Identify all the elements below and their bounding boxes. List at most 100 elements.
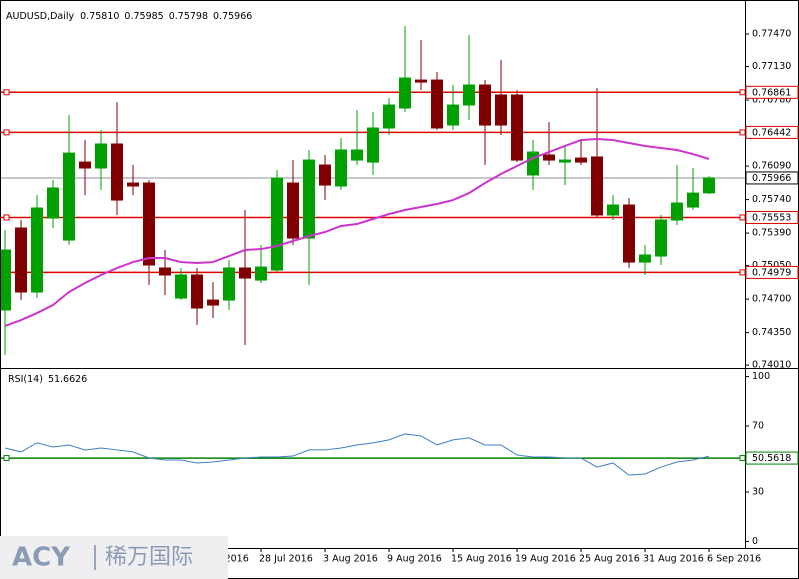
y-tick-label: 0.74350	[752, 327, 791, 338]
candle-body	[527, 151, 539, 176]
level-handle	[739, 89, 746, 96]
candle-body	[639, 254, 651, 263]
candle-body	[447, 104, 459, 126]
candle-body	[383, 104, 395, 129]
header-close: 0.75966	[213, 11, 252, 22]
candle-body	[367, 127, 379, 163]
candle-body	[543, 154, 555, 161]
candle-body	[319, 164, 331, 186]
level-label: 0.75553	[752, 212, 791, 223]
y-tick-label: 100	[752, 371, 770, 382]
level-label-box	[745, 210, 799, 224]
axes: 0.774700.771300.767800.764400.760900.757…	[195, 29, 799, 565]
candle-body	[255, 266, 267, 281]
x-tick-label: 6 Sep 2016	[707, 554, 761, 565]
chart-title: AUDUSD,Daily	[6, 11, 75, 22]
price-panel	[0, 25, 746, 355]
candle-body	[351, 149, 363, 161]
candle-body	[575, 157, 587, 163]
candle-body	[623, 204, 635, 263]
rsi-level-label: 50.5618	[752, 453, 791, 464]
header-high: 0.75985	[124, 11, 163, 22]
y-tick-label: 70	[752, 421, 764, 432]
candle-body	[399, 77, 411, 109]
watermark-box	[0, 536, 228, 579]
level-handle	[739, 129, 746, 136]
level-handle	[3, 89, 10, 96]
candle-body	[687, 192, 699, 208]
rsi-last-value: 51.6626	[48, 374, 87, 385]
candle-body	[335, 149, 347, 187]
rsi-header: RSI(14) 51.6626	[8, 374, 87, 385]
y-tick-label: 0.75390	[752, 228, 791, 239]
level-handle	[3, 129, 10, 136]
y-tick-label: 0.75050	[752, 260, 791, 271]
candle-body	[15, 227, 27, 293]
candle-body	[191, 274, 203, 309]
candle-body	[303, 159, 315, 239]
level-label-box	[745, 125, 799, 139]
rsi-panel	[0, 433, 746, 476]
x-tick-label: 19 Aug 2016	[515, 554, 576, 565]
moving-average	[4, 138, 710, 327]
candle-body	[671, 202, 683, 221]
candle-body	[703, 177, 715, 194]
candle-body	[287, 182, 299, 239]
level-label-box	[745, 265, 799, 279]
watermark: ACY 稀万国际	[0, 536, 228, 579]
candle-body	[159, 267, 171, 276]
y-tick-label: 0.74700	[752, 294, 791, 305]
candle-body	[111, 143, 123, 201]
candle-body	[63, 152, 75, 241]
candle-body	[511, 94, 523, 161]
candle-body	[655, 219, 667, 257]
watermark-name: 稀万国际	[105, 545, 193, 570]
candle-body	[271, 177, 283, 271]
x-tick-label: 28 Jul 2016	[259, 554, 313, 565]
price-label: 0.75966	[752, 173, 791, 184]
rsi-level-label-box	[745, 451, 799, 465]
level-handle	[3, 214, 10, 221]
y-tick-label: 0	[752, 536, 758, 547]
level-handle	[739, 269, 746, 276]
x-tick-label: 9 Aug 2016	[387, 554, 442, 565]
price-label-box	[745, 171, 799, 185]
y-tick-label: 0.74010	[752, 360, 791, 371]
candle-body	[479, 84, 491, 126]
candle-body	[431, 79, 443, 129]
chart-header: AUDUSD,Daily 0.75810 0.75985 0.75798 0.75966	[6, 11, 252, 22]
x-tick-label: 15 Aug 2016	[451, 554, 512, 565]
candle-body	[223, 267, 235, 301]
candle-body	[31, 207, 43, 293]
x-tick-label: 25 Aug 2016	[579, 554, 640, 565]
level-handle	[739, 455, 746, 462]
y-tick-label: 0.76090	[752, 161, 791, 172]
level-label: 0.76442	[752, 127, 791, 138]
rsi-line	[4, 433, 710, 476]
header-open: 0.75810	[80, 11, 119, 22]
level-label-box	[745, 85, 799, 99]
candle-body	[127, 182, 139, 187]
candle-body	[559, 159, 571, 163]
level-label: 0.74979	[752, 267, 791, 278]
candle-body	[607, 204, 619, 216]
level-handle	[739, 214, 746, 221]
level-handle	[3, 455, 10, 462]
rsi-title: RSI(14)	[8, 374, 43, 385]
y-tick-label: 0.77470	[752, 29, 791, 40]
y-tick-label: 0.77130	[752, 61, 791, 72]
x-tick-label: 31 Aug 2016	[643, 554, 704, 565]
level-label: 0.76861	[752, 87, 791, 98]
candle-body	[0, 249, 11, 311]
watermark-brand: ACY	[12, 543, 71, 573]
candle-body	[207, 299, 219, 306]
candle-body	[47, 187, 59, 219]
candle-body	[175, 274, 187, 299]
candle-body	[415, 79, 427, 83]
y-tick-label: 30	[752, 486, 764, 497]
candle-body	[95, 143, 107, 169]
candle-body	[143, 182, 155, 266]
candle-body	[79, 161, 91, 169]
